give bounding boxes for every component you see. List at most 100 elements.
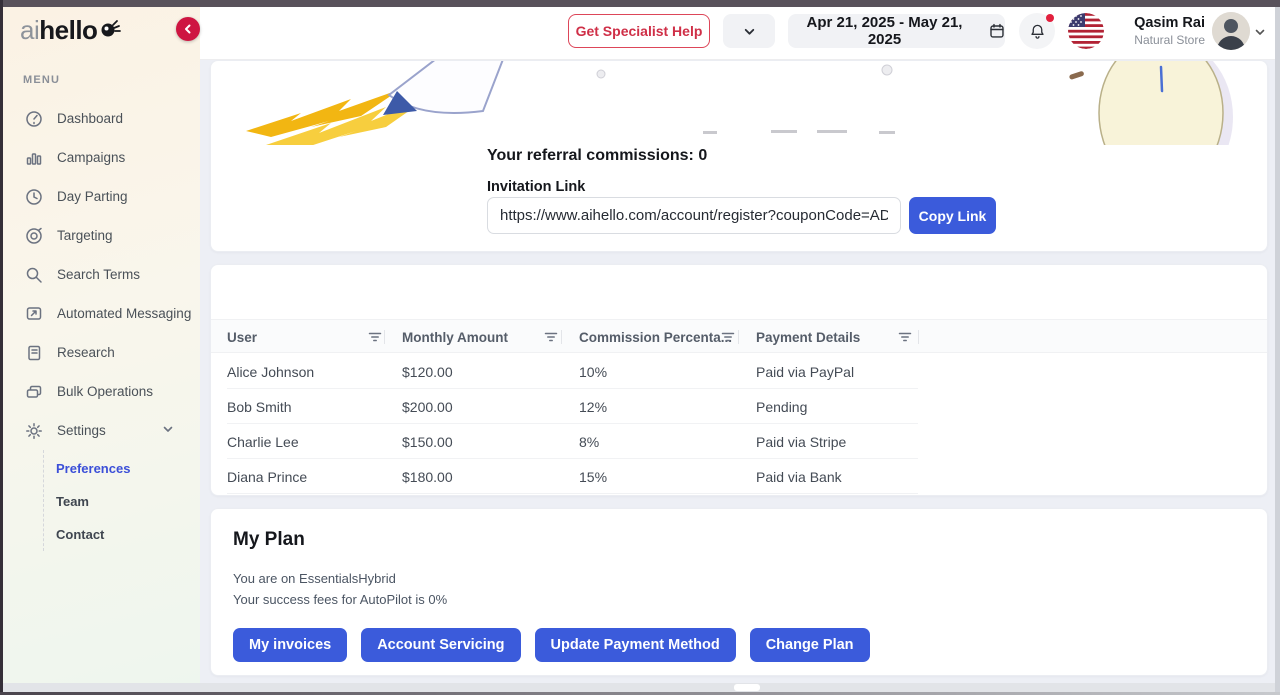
logo-text-ai: ai (20, 15, 40, 45)
sidebar-collapse-button[interactable] (176, 17, 200, 41)
account-servicing-button[interactable]: Account Servicing (361, 628, 521, 662)
cell-monthly-amount: $180.00 (402, 468, 453, 485)
filter-icon[interactable] (898, 330, 912, 344)
date-range-button[interactable]: Apr 21, 2025 - May 21, 2025 (788, 14, 1005, 48)
cell-payment-details: Pending (756, 398, 808, 415)
cell-monthly-amount: $200.00 (402, 398, 453, 415)
cell-monthly-amount: $120.00 (402, 363, 453, 380)
sidebar-item-label: Automated Messaging (57, 306, 192, 321)
window-frame-left (0, 0, 3, 695)
chevron-down-icon (162, 423, 174, 438)
bell-icon (1030, 24, 1044, 39)
my-invoices-button[interactable]: My invoices (233, 628, 348, 662)
user-menu[interactable]: Qasim Rai Natural Store (1085, 15, 1205, 47)
table-row: Bob Smith $200.00 12% Pending (227, 389, 918, 424)
sidebar-item-preferences[interactable]: Preferences (56, 461, 131, 476)
sidebar-item-automated-messaging[interactable]: Automated Messaging (3, 294, 200, 333)
sidebar-item-label: Search Terms (57, 267, 141, 282)
cell-monthly-amount: $150.00 (402, 433, 453, 450)
user-store: Natural Store (1134, 33, 1205, 47)
sidebar-item-label: Bulk Operations (57, 384, 154, 399)
user-menu-chevron[interactable] (1254, 25, 1266, 43)
table-row: Charlie Lee $150.00 8% Paid via Stripe (227, 424, 918, 459)
sidebar-item-contact[interactable]: Contact (56, 527, 105, 542)
referral-card: Your referral commissions: 0 Invitation … (210, 60, 1268, 252)
chevron-down-icon (1255, 29, 1265, 35)
cell-user: Diana Prince (227, 468, 308, 485)
message-arrow-icon (26, 306, 42, 320)
sidebar-item-label: Targeting (57, 228, 113, 243)
menu-section-label: MENU (23, 74, 61, 86)
sidebar-menu: Dashboard Campaigns Day Parting Targetin… (3, 99, 200, 450)
date-preset-dropdown[interactable] (723, 14, 775, 48)
notebook-icon (28, 345, 41, 360)
sidebar-item-label: Research (57, 345, 115, 360)
my-plan-card: My Plan You are on EssentialsHybrid Your… (210, 508, 1268, 676)
logo-text-hello: hello (39, 15, 98, 45)
column-separator (918, 330, 919, 344)
sidebar-item-dashboard[interactable]: Dashboard (3, 99, 200, 138)
cell-commission: 12% (579, 398, 608, 415)
chevron-down-icon (744, 28, 754, 35)
settings-submenu: Preferences Team Contact (43, 450, 130, 551)
filter-icon[interactable] (544, 330, 558, 344)
clock-icon (26, 188, 42, 205)
column-header-user: User (227, 329, 258, 345)
plan-actions: My invoices Account Servicing Update Pay… (233, 628, 870, 662)
column-header-monthly-amount: Monthly Amount (402, 329, 508, 345)
sidebar-item-research[interactable]: Research (3, 333, 200, 372)
sidebar-item-search-terms[interactable]: Search Terms (3, 255, 200, 294)
window-bottom-band (3, 683, 1280, 692)
referral-banner-illustration (246, 61, 1233, 145)
table-row: Diana Prince $180.00 15% Paid via Bank (227, 459, 918, 494)
brand-logo[interactable]: ai hello (20, 15, 122, 46)
table-header-row: User Monthly Amount Commission Percenta.… (211, 319, 1267, 353)
sidebar-item-day-parting[interactable]: Day Parting (3, 177, 200, 216)
gear-icon (26, 422, 42, 439)
rocket-doodle-icon (99, 15, 122, 46)
my-plan-title: My Plan (233, 529, 305, 550)
column-separator (738, 330, 739, 344)
referral-commissions-text: Your referral commissions: 0 (487, 147, 708, 164)
cell-commission: 15% (579, 468, 608, 485)
target-icon (26, 227, 42, 244)
invitation-link-input[interactable] (487, 197, 901, 234)
cell-payment-details: Paid via Stripe (756, 433, 847, 450)
sidebar-item-label: Day Parting (57, 189, 128, 204)
change-plan-button[interactable]: Change Plan (749, 628, 870, 662)
sidebar-item-label: Dashboard (57, 111, 124, 126)
table-row: Alice Johnson $120.00 10% Paid via PayPa… (227, 354, 918, 389)
sidebar-item-campaigns[interactable]: Campaigns (3, 138, 200, 177)
gauge-icon (26, 110, 42, 127)
sidebar-item-bulk-operations[interactable]: Bulk Operations (3, 372, 200, 411)
avatar-silhouette-icon (1212, 12, 1250, 50)
window-resize-notch (734, 684, 760, 691)
update-payment-method-button[interactable]: Update Payment Method (534, 628, 736, 662)
cell-user: Bob Smith (227, 398, 292, 415)
user-avatar[interactable] (1212, 12, 1250, 50)
date-range-text: Apr 21, 2025 - May 21, 2025 (806, 14, 963, 48)
chevron-left-icon (185, 24, 191, 34)
bar-chart-icon (26, 152, 42, 165)
copy-link-button[interactable]: Copy Link (909, 197, 996, 234)
column-header-commission-percentage: Commission Percenta... (579, 329, 733, 345)
cell-commission: 8% (579, 433, 600, 450)
sidebar-item-team[interactable]: Team (56, 494, 89, 509)
cell-payment-details: Paid via Bank (756, 468, 842, 485)
get-specialist-help-button[interactable]: Get Specialist Help (568, 14, 710, 48)
cell-commission: 10% (579, 363, 608, 380)
filter-icon[interactable] (721, 330, 735, 344)
sidebar-item-targeting[interactable]: Targeting (3, 216, 200, 255)
filter-icon[interactable] (368, 330, 382, 344)
referrals-table-card: User Monthly Amount Commission Percenta.… (210, 264, 1268, 496)
cell-payment-details: Paid via PayPal (756, 363, 855, 380)
cell-user: Charlie Lee (227, 433, 299, 450)
stacked-boxes-icon (26, 385, 42, 398)
sidebar: ai hello MENU Dashboard Campaigns Day Par… (3, 7, 200, 695)
column-separator (384, 330, 385, 344)
sidebar-item-settings[interactable]: Settings (3, 411, 200, 450)
column-separator (561, 330, 562, 344)
window-frame-top (0, 0, 1280, 7)
sidebar-item-label: Campaigns (57, 150, 126, 165)
invitation-link-label: Invitation Link (487, 179, 586, 195)
